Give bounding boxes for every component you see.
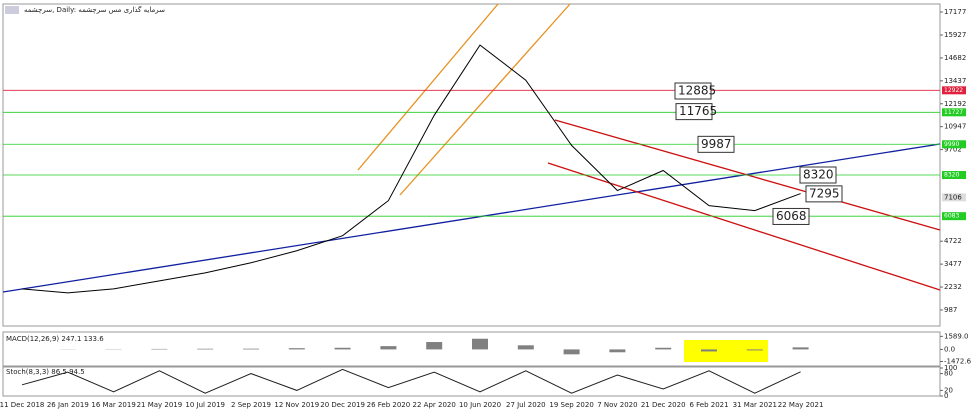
histogram-bar (793, 347, 809, 349)
x-tick-label: 31 Mar 2021 (733, 401, 777, 409)
annotation-label: 6068 (776, 209, 807, 223)
histogram-bar (243, 349, 259, 350)
y-tick-label: 15927 (944, 31, 966, 39)
x-tick-label: 12 Nov 2019 (274, 401, 319, 409)
x-tick-label: 10 Jul 2019 (185, 401, 225, 409)
y-tick-label: 20 (944, 386, 953, 394)
icon (5, 6, 19, 14)
annotation-label: 11765 (679, 104, 717, 118)
price-label: 7106 (944, 193, 962, 201)
annotation-label: 8320 (803, 168, 834, 182)
histogram-bar (655, 348, 671, 350)
x-tick-label: 6 Feb 2021 (689, 401, 728, 409)
level-label: 12922 (944, 87, 963, 94)
y-tick-label: 100 (944, 364, 957, 372)
annotation-label: 9987 (701, 137, 732, 151)
x-tick-label: 2 Sep 2019 (231, 401, 271, 409)
histogram-bar (518, 345, 534, 349)
level-label: 8320 (944, 172, 959, 179)
histogram-bar (380, 346, 396, 349)
x-tick-label: 10 Jun 2020 (459, 401, 501, 409)
x-tick-label: 26 Jan 2019 (47, 401, 89, 409)
x-tick-label: 21 Dec 2020 (641, 401, 686, 409)
level-label: 9990 (944, 141, 959, 148)
level-label: 11727 (944, 109, 963, 116)
level-label: 6083 (944, 213, 959, 220)
x-tick-label: 7 Nov 2020 (597, 401, 637, 409)
y-tick-label: 14682 (944, 54, 966, 62)
y-tick-label: 17177 (944, 8, 966, 16)
y-tick-label: 2232 (944, 283, 962, 291)
macd-title: MACD(12,26,9) 247.1 133.6 (6, 335, 104, 343)
histogram-bar (564, 349, 580, 354)
histogram-bar (609, 349, 625, 352)
highlight (684, 340, 768, 362)
chart-title: سرچشمه, Daily: سرمایه گذاری مس سرچشمه (24, 5, 165, 14)
x-tick-label: 26 Feb 2020 (367, 401, 411, 409)
annotation-label: 7295 (809, 186, 840, 200)
annotation-label: 12885 (678, 84, 716, 98)
x-tick-label: 22 Apr 2020 (413, 401, 456, 409)
histogram-bar (426, 342, 442, 349)
x-tick-label: 27 Jul 2020 (506, 401, 546, 409)
y-tick-label: 10947 (944, 123, 966, 131)
x-tick-label: 19 Sep 2020 (549, 401, 593, 409)
y-tick-label: 4722 (944, 237, 962, 245)
histogram-bar (289, 348, 305, 349)
y-tick-label: 1589.0 (944, 332, 969, 340)
y-tick-label: 3477 (944, 260, 962, 268)
y-tick-label: 12192 (944, 100, 966, 108)
histogram-bar (472, 339, 488, 350)
histogram-bar (747, 349, 763, 350)
histogram-bar (197, 349, 213, 350)
y-tick-label: 987 (944, 306, 957, 314)
y-tick-label: 13437 (944, 77, 966, 85)
x-tick-label: 16 Mar 2019 (91, 401, 135, 409)
histogram-bar (335, 348, 351, 350)
x-tick-label: 11 Dec 2018 (0, 401, 44, 409)
x-tick-label: 20 Dec 2019 (320, 401, 365, 409)
histogram-bar (701, 349, 717, 351)
x-tick-label: 21 May 2019 (137, 401, 183, 409)
y-tick-label: 0.0 (944, 345, 955, 353)
x-tick-label: 22 May 2021 (778, 401, 824, 409)
